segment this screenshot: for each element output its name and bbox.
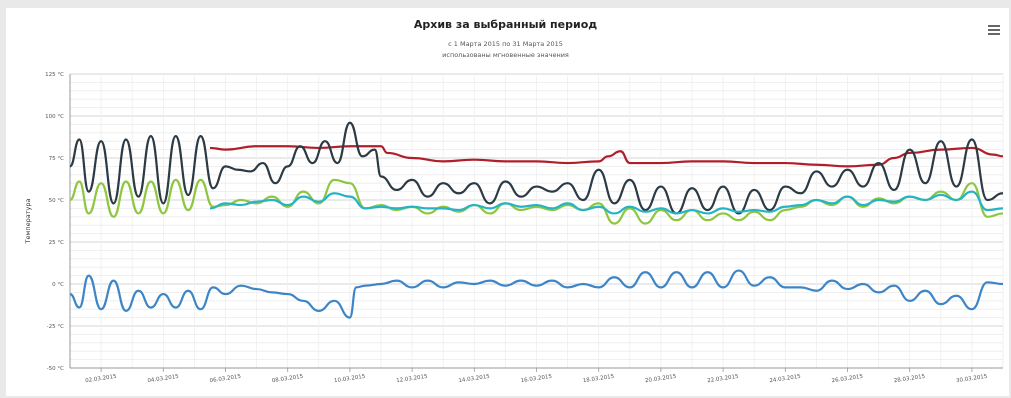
x-tick-label: 08.03.2015 — [272, 374, 305, 384]
y-tick-label: 0 °C — [52, 282, 64, 288]
x-tick-label: 20.03.2015 — [645, 374, 678, 384]
y-axis-title: Температура — [24, 199, 32, 245]
series-line-4 — [209, 190, 1004, 215]
x-tick-label: 16.03.2015 — [520, 374, 553, 384]
y-tick-label: 50 °C — [49, 198, 64, 204]
y-tick-label: 25 °C — [49, 240, 64, 246]
y-tick-label: -25 °C — [47, 324, 64, 330]
x-tick-label: 24.03.2015 — [769, 374, 802, 384]
x-tick-label: 30.03.2015 — [956, 374, 989, 384]
x-tick-label: 22.03.2015 — [707, 374, 740, 384]
hamburger-menu-icon[interactable] — [988, 25, 1000, 37]
series-line-2 — [69, 121, 1004, 215]
series-line-1 — [209, 145, 1004, 168]
series-line-5 — [69, 269, 1004, 319]
x-tick-label: 12.03.2015 — [396, 374, 429, 384]
chart-subtitle-2: использованы мгновенные значения — [442, 51, 569, 59]
y-tick-label: -50 °C — [47, 366, 64, 372]
y-tick-label: 125 °C — [45, 72, 64, 78]
y-tick-label: 100 °C — [45, 114, 64, 120]
x-tick-label: 10.03.2015 — [334, 374, 367, 384]
x-tick-label: 18.03.2015 — [583, 374, 616, 384]
x-tick-label: 26.03.2015 — [831, 374, 864, 384]
chart-panel — [6, 8, 1009, 396]
x-tick-label: 28.03.2015 — [894, 374, 927, 384]
chart-title: Архив за выбранный период — [413, 18, 598, 31]
x-tick-label: 06.03.2015 — [209, 374, 242, 384]
x-tick-label: 14.03.2015 — [458, 374, 491, 384]
y-tick-label: 75 °C — [49, 156, 64, 162]
x-tick-label: 02.03.2015 — [85, 374, 118, 384]
x-tick-label: 04.03.2015 — [147, 374, 180, 384]
chart-subtitle: с 1 Марта 2015 по 31 Марта 2015 — [448, 40, 563, 48]
